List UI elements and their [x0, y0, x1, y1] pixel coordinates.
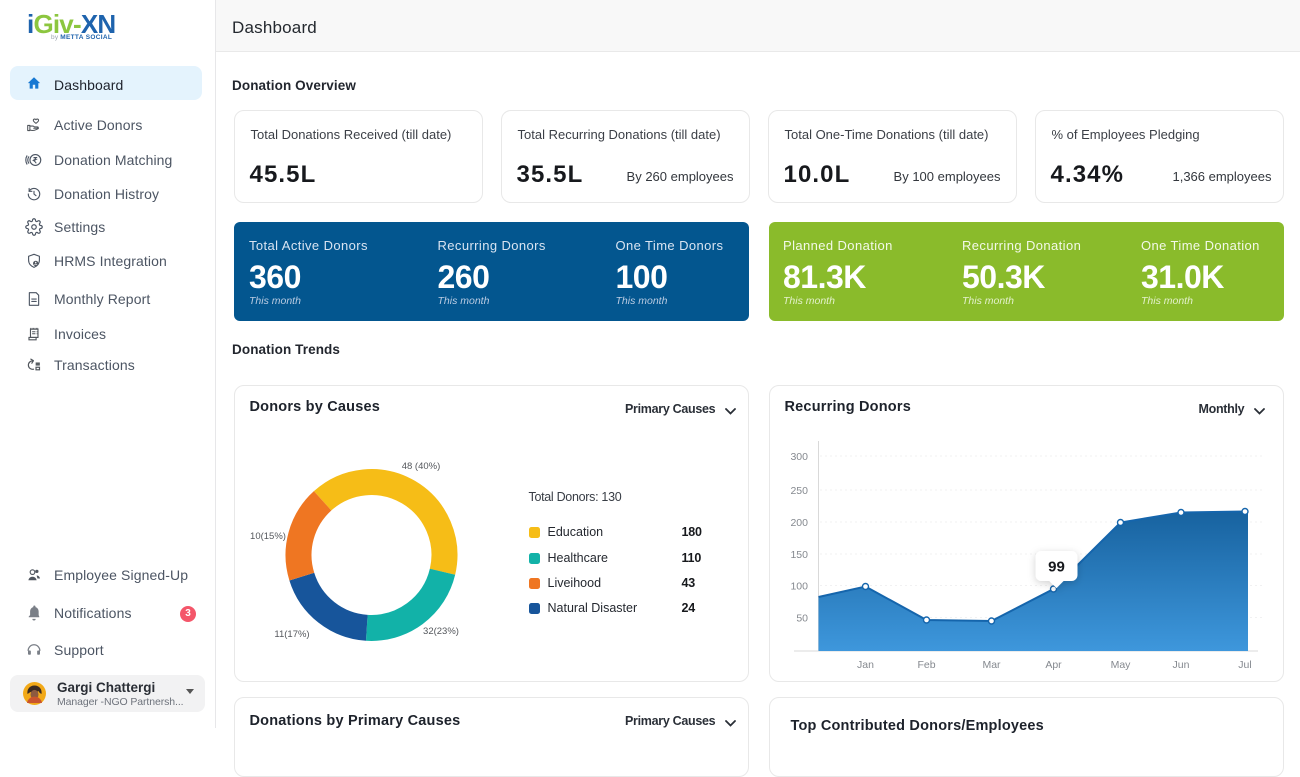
- svg-text:48 (40%): 48 (40%): [401, 461, 440, 472]
- svg-text:100: 100: [790, 581, 808, 593]
- svg-text:250: 250: [790, 485, 808, 497]
- svg-text:32(23%): 32(23%): [423, 626, 459, 637]
- svg-text:Jun: Jun: [1172, 659, 1189, 671]
- svg-text:150: 150: [790, 549, 808, 561]
- svg-text:200: 200: [790, 517, 808, 529]
- svg-text:99: 99: [1048, 559, 1065, 576]
- svg-text:11(17%): 11(17%): [274, 629, 309, 640]
- svg-text:Mar: Mar: [982, 659, 1001, 671]
- svg-text:50: 50: [796, 613, 808, 625]
- svg-text:Apr: Apr: [1045, 659, 1062, 671]
- svg-text:10(15%): 10(15%): [250, 531, 286, 542]
- svg-text:May: May: [1110, 659, 1131, 671]
- svg-text:Jan: Jan: [857, 659, 874, 671]
- svg-text:300: 300: [790, 451, 808, 463]
- svg-text:Jul: Jul: [1238, 659, 1251, 671]
- svg-text:Feb: Feb: [917, 659, 935, 671]
